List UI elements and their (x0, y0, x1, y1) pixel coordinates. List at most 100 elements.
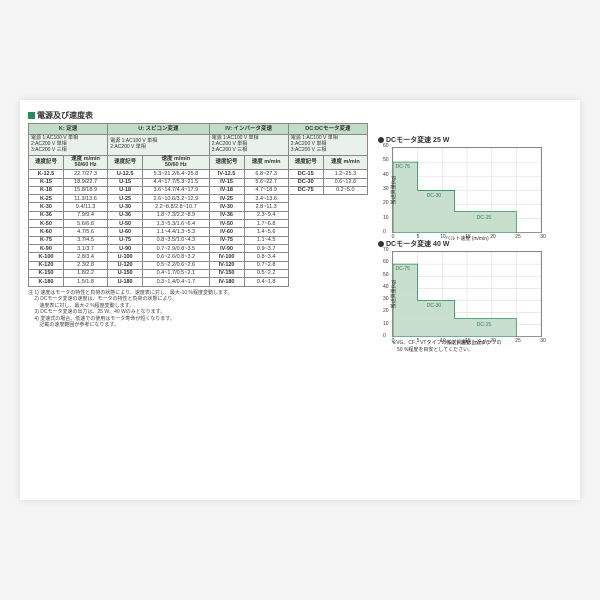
cell: 1.5/1.8 (63, 278, 107, 286)
title-square-icon (28, 112, 35, 119)
col-head-dc: DC:DCモータ変速 (288, 124, 367, 135)
x-tick: 20 (490, 338, 496, 344)
cell: 2.3~9.4 (244, 211, 288, 219)
cell: 0.9~3.7 (244, 245, 288, 253)
cell-empty (288, 278, 323, 286)
cell: K-15 (29, 178, 64, 186)
cell: 4.7/5.6 (63, 228, 107, 236)
cell: 3.1/3.7 (63, 245, 107, 253)
x-tick: 0 (392, 338, 395, 344)
power-iv: 電源 1:AC100 V 単相 2:AC200 V 単相 3:AC200 V 三… (209, 135, 288, 155)
y-tick: 10 (383, 215, 389, 221)
cell: U-36 (108, 211, 143, 219)
cell-empty (323, 211, 367, 219)
hdr-iv1: 速度記号 (209, 155, 244, 170)
cell-empty (323, 220, 367, 228)
cell: K-120 (29, 261, 64, 269)
cell: 0.2~5.0 (323, 186, 367, 194)
cell: U-50 (108, 220, 143, 228)
y-tick: 70 (383, 247, 389, 253)
table-row: K-1501.8/2.2U-1500.4~1.7/0.5~2.1IV-1500.… (29, 269, 368, 277)
table-row: K-367.9/9.4U-361.8~7.3/2.2~8.9IV-362.3~9… (29, 211, 368, 219)
step-label: DC-75 (396, 266, 410, 272)
cell: IV-100 (209, 253, 244, 261)
x-tick: 5 (417, 234, 420, 240)
cell-empty (288, 211, 323, 219)
cell: K-18 (29, 186, 64, 194)
x-tick: 30 (540, 234, 546, 240)
x-tick: 15 (465, 338, 471, 344)
hdr-k1: 速度記号 (29, 155, 64, 170)
cell: K-30 (29, 203, 64, 211)
cell: IV-120 (209, 261, 244, 269)
cell: U-60 (108, 228, 143, 236)
col-head-k: K: 定速 (29, 124, 108, 135)
table-row: K-1202.3/2.8U-1200.5~2.2/0.6~2.6IV-1200.… (29, 261, 368, 269)
cell-empty (288, 253, 323, 261)
cell: 0.3~1.4/0.4~1.7 (143, 278, 210, 286)
x-tick: 10 (440, 234, 446, 240)
cell: 4.4~17.7/5.3~21.5 (143, 178, 210, 186)
page-title: 電源及び速度表 (28, 110, 572, 121)
cell: U-25 (108, 195, 143, 203)
cell-empty (288, 203, 323, 211)
cell: IV-180 (209, 278, 244, 286)
cell: 0.4~1.8 (244, 278, 288, 286)
step-label: DC-30 (427, 303, 441, 309)
col-head-iv: IV: インバータ変速 (209, 124, 288, 135)
x-tick: 25 (515, 338, 521, 344)
y-tick: 10 (383, 321, 389, 327)
cell: IV-75 (209, 236, 244, 244)
dc-chart: DC-75DC-30DC-15搬送質量(kg)ベルト速度 (m/min)0510… (392, 251, 542, 337)
x-tick: 30 (540, 338, 546, 344)
spec-sheet: 電源及び速度表 K: 定速 U: スピコン変速 IV: インバータ変速 DC:D… (20, 100, 580, 500)
cell: IV-18 (209, 186, 244, 194)
y-tick: 30 (383, 186, 389, 192)
cell-empty (288, 245, 323, 253)
x-tick: 10 (440, 338, 446, 344)
cell-empty (323, 278, 367, 286)
y-tick: 20 (383, 308, 389, 314)
cell: 1.8~7.3/2.2~8.9 (143, 211, 210, 219)
cell: 9.4/11.3 (63, 203, 107, 211)
table-row: K-1815.8/18.9U-183.6~14.7/4.4~17.9IV-184… (29, 186, 368, 194)
x-tick: 15 (465, 234, 471, 240)
y-tick: 50 (383, 157, 389, 163)
cell: IV-60 (209, 228, 244, 236)
y-tick: 40 (383, 284, 389, 290)
cell: IV-36 (209, 211, 244, 219)
cell-empty (323, 261, 367, 269)
cell: 1.2~25.3 (323, 170, 367, 178)
y-tick: 30 (383, 296, 389, 302)
cell: 5.6~22.7 (244, 178, 288, 186)
cell: U-12.5 (108, 170, 143, 178)
cell: U-75 (108, 236, 143, 244)
y-tick: 40 (383, 172, 389, 178)
cell-empty (288, 220, 323, 228)
table-row: K-1801.5/1.8U-1800.3~1.4/0.4~1.7IV-1800.… (29, 278, 368, 286)
cell: U-15 (108, 178, 143, 186)
speed-table: K: 定速 U: スピコン変速 IV: インバータ変速 DC:DCモータ変速 電… (28, 123, 368, 287)
cell: K-25 (29, 195, 64, 203)
power-k: 電源 1:AC100 V 単相 2:AC200 V 単相 3:AC200 V 三… (29, 135, 108, 155)
cell-empty (323, 195, 367, 203)
hdr-u1: 速度記号 (108, 155, 143, 170)
cell: 3.4~13.6 (244, 195, 288, 203)
x-tick: 20 (490, 234, 496, 240)
cell: 1.1~4.4/1.3~5.3 (143, 228, 210, 236)
step-label: DC-75 (396, 164, 410, 170)
cell-empty (323, 245, 367, 253)
table-row: K-12.522.7/27.3U-12.55.3~21.2/6.4~25.8IV… (29, 170, 368, 178)
hdr-k2: 速度 m/min 50/60 Hz (63, 155, 107, 170)
x-tick: 5 (417, 338, 420, 344)
cell: 7.9/9.4 (63, 211, 107, 219)
cell: IV-50 (209, 220, 244, 228)
dc-chart: DC-75DC-30DC-15搬送質量(kg)ベルト速度 (m/min)0510… (392, 147, 542, 233)
cell: K-100 (29, 253, 64, 261)
hdr-dc1: 速度記号 (288, 155, 323, 170)
cell: DC-75 (288, 186, 323, 194)
table-row: K-505.6/6.8U-501.3~5.3/1.6~6.4IV-501.7~6… (29, 220, 368, 228)
cell: U-150 (108, 269, 143, 277)
y-tick: 60 (383, 143, 389, 149)
cell: 4.7~18.9 (244, 186, 288, 194)
